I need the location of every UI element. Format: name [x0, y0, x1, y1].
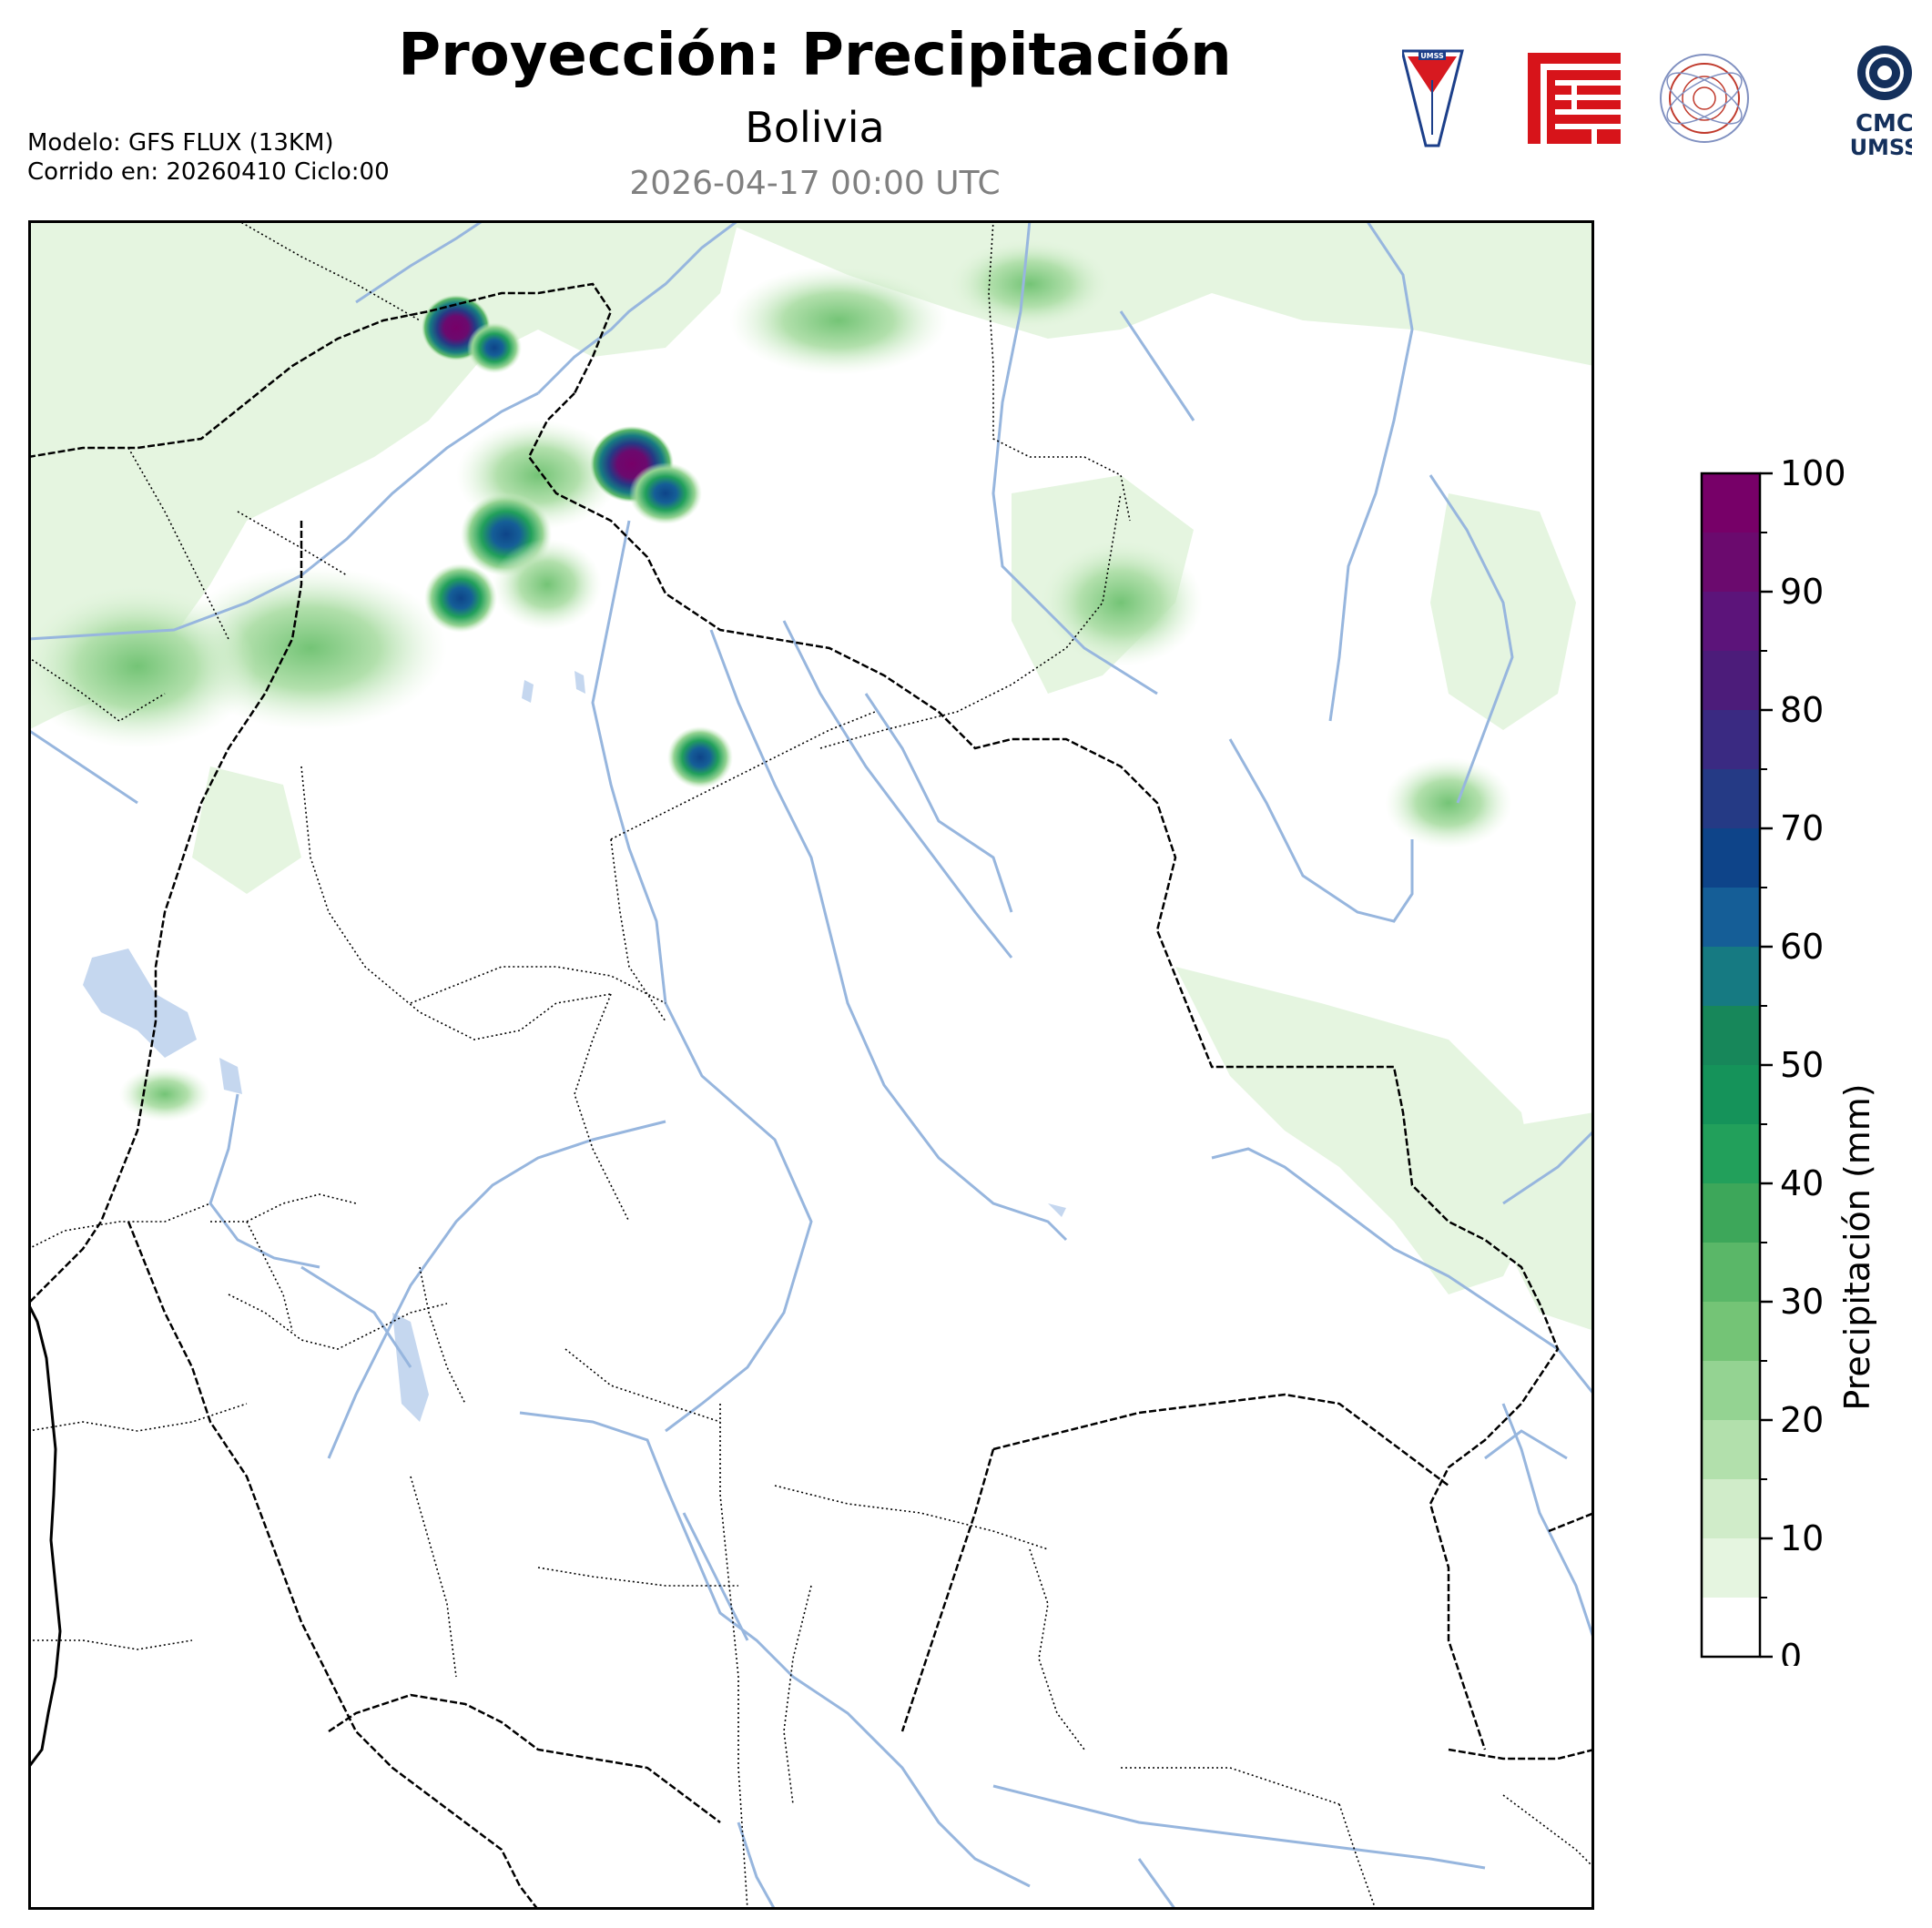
- colorbar-tick-label: 0: [1780, 1637, 1802, 1666]
- colorbar-tick-label: 50: [1780, 1045, 1824, 1085]
- national-borders: [28, 282, 1594, 1910]
- precipitation-map: [28, 220, 1594, 1910]
- internal-borders: [28, 220, 1594, 1910]
- colorbar-band: [1702, 1538, 1760, 1598]
- colorbar-band: [1702, 1183, 1760, 1243]
- precip-moderate-areas: [28, 238, 1512, 1121]
- region-subtitle: Bolivia: [745, 103, 885, 152]
- colorbar-tick-label: 100: [1780, 455, 1846, 493]
- colorbar-band: [1702, 1479, 1760, 1538]
- colorbar-tick-label: 70: [1780, 808, 1824, 848]
- colorbar-tick-label: 40: [1780, 1163, 1824, 1203]
- institution-logos: UMSS CMC UMSS: [1402, 46, 1912, 160]
- coastline: [28, 1303, 62, 1769]
- colorbar-tick-label: 30: [1780, 1282, 1824, 1322]
- colorbar-tick-label: 10: [1780, 1518, 1824, 1558]
- colorbar-band: [1702, 828, 1760, 888]
- colorbar-band: [1702, 473, 1760, 533]
- map-frame: [28, 220, 1594, 1910]
- colorbar-band: [1702, 1124, 1760, 1183]
- colorbar-band: [1702, 1006, 1760, 1065]
- colorbar-band: [1702, 651, 1760, 710]
- run-info: Corrido en: 20260410 Ciclo:00: [27, 158, 390, 186]
- colorbar-band: [1702, 1598, 1760, 1657]
- colorbar-band: [1702, 1243, 1760, 1302]
- colorbar-bands: [1702, 473, 1760, 1657]
- colorbar-tick-label: 60: [1780, 927, 1824, 967]
- colorbar-band: [1702, 1420, 1760, 1479]
- colorbar-band: [1702, 1065, 1760, 1124]
- colorbar-band: [1702, 533, 1760, 592]
- colorbar-band: [1702, 1302, 1760, 1361]
- rivers: [28, 220, 1594, 1910]
- colorbar-band: [1702, 710, 1760, 769]
- umss-shield-logo: UMSS: [1402, 49, 1464, 147]
- colorbar-band: [1702, 888, 1760, 947]
- colorbar: 0 10 20 30 40 50 60 70 80 90 100: [1700, 455, 1846, 1666]
- precip-heavy-cells: [422, 295, 733, 788]
- colorbar-label: Precipitación (mm): [1837, 1083, 1877, 1411]
- page-title: Proyección: Precipitación: [398, 22, 1232, 89]
- red-fcyt-logo: [1528, 53, 1621, 144]
- colorbar-band: [1702, 1361, 1760, 1420]
- model-info: Modelo: GFS FLUX (13KM): [27, 129, 334, 157]
- cmc-umss-logo: CMC UMSS: [1850, 46, 1912, 160]
- svg-text:UMSS: UMSS: [1420, 52, 1444, 60]
- colorbar-tick-label: 90: [1780, 572, 1824, 612]
- valid-time: 2026-04-17 00:00 UTC: [629, 165, 1001, 202]
- colorbar-tick-label: 20: [1780, 1400, 1824, 1440]
- departamento-fisica-seal: [1660, 54, 1749, 143]
- colorbar-tick-label: 80: [1780, 690, 1824, 730]
- colorbar-band: [1702, 769, 1760, 828]
- colorbar-band: [1702, 947, 1760, 1006]
- svg-text:CMC: CMC: [1856, 110, 1912, 137]
- colorbar-band: [1702, 592, 1760, 651]
- colorbar-ticks: 0 10 20 30 40 50 60 70 80 90 100: [1760, 455, 1846, 1666]
- svg-text:UMSS: UMSS: [1850, 135, 1912, 160]
